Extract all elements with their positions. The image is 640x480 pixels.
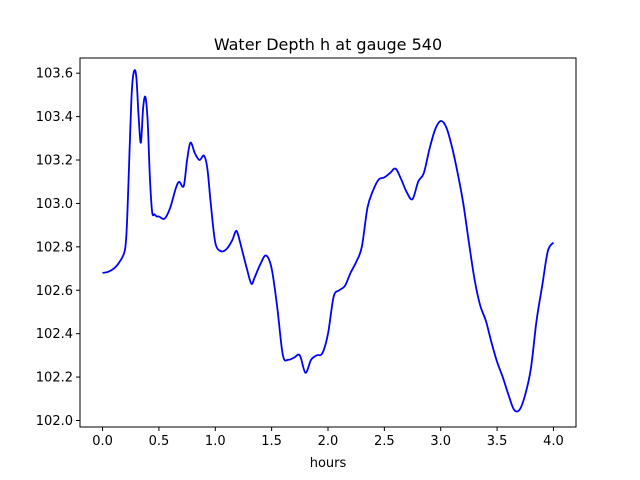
- y-tick-label: 103.6: [36, 67, 73, 82]
- y-tick-label: 102.2: [36, 371, 73, 386]
- x-tick-label: 2.5: [374, 434, 395, 449]
- y-tick-label: 103.0: [36, 197, 73, 212]
- chart-title: Water Depth h at gauge 540: [214, 35, 442, 54]
- y-tick-label: 103.2: [36, 154, 73, 169]
- x-tick-label: 2.0: [318, 434, 339, 449]
- y-axis-ticks: 102.0 102.2 102.4 102.6 102.8 103.0 103.2 103.4…: [36, 67, 80, 429]
- y-tick-label: 102.0: [36, 414, 73, 429]
- x-tick-label: 1.0: [205, 434, 226, 449]
- water-depth-line: [102, 69, 555, 413]
- x-tick-label: 4.0: [543, 434, 564, 449]
- y-tick-label: 102.6: [36, 284, 73, 299]
- y-tick-label: 102.8: [36, 240, 73, 255]
- x-axis-label: hours: [310, 456, 347, 471]
- x-tick-label: 0.0: [92, 434, 113, 449]
- y-tick-label: 103.4: [36, 110, 73, 125]
- x-tick-label: 1.5: [261, 434, 282, 449]
- x-tick-label: 0.5: [149, 434, 170, 449]
- x-axis-ticks: 0.0 0.5 1.0 1.5 2.0 2.5 3.0 3.5 4.0: [92, 427, 564, 449]
- y-tick-label: 102.4: [36, 327, 73, 342]
- x-tick-label: 3.0: [430, 434, 451, 449]
- x-tick-label: 3.5: [487, 434, 508, 449]
